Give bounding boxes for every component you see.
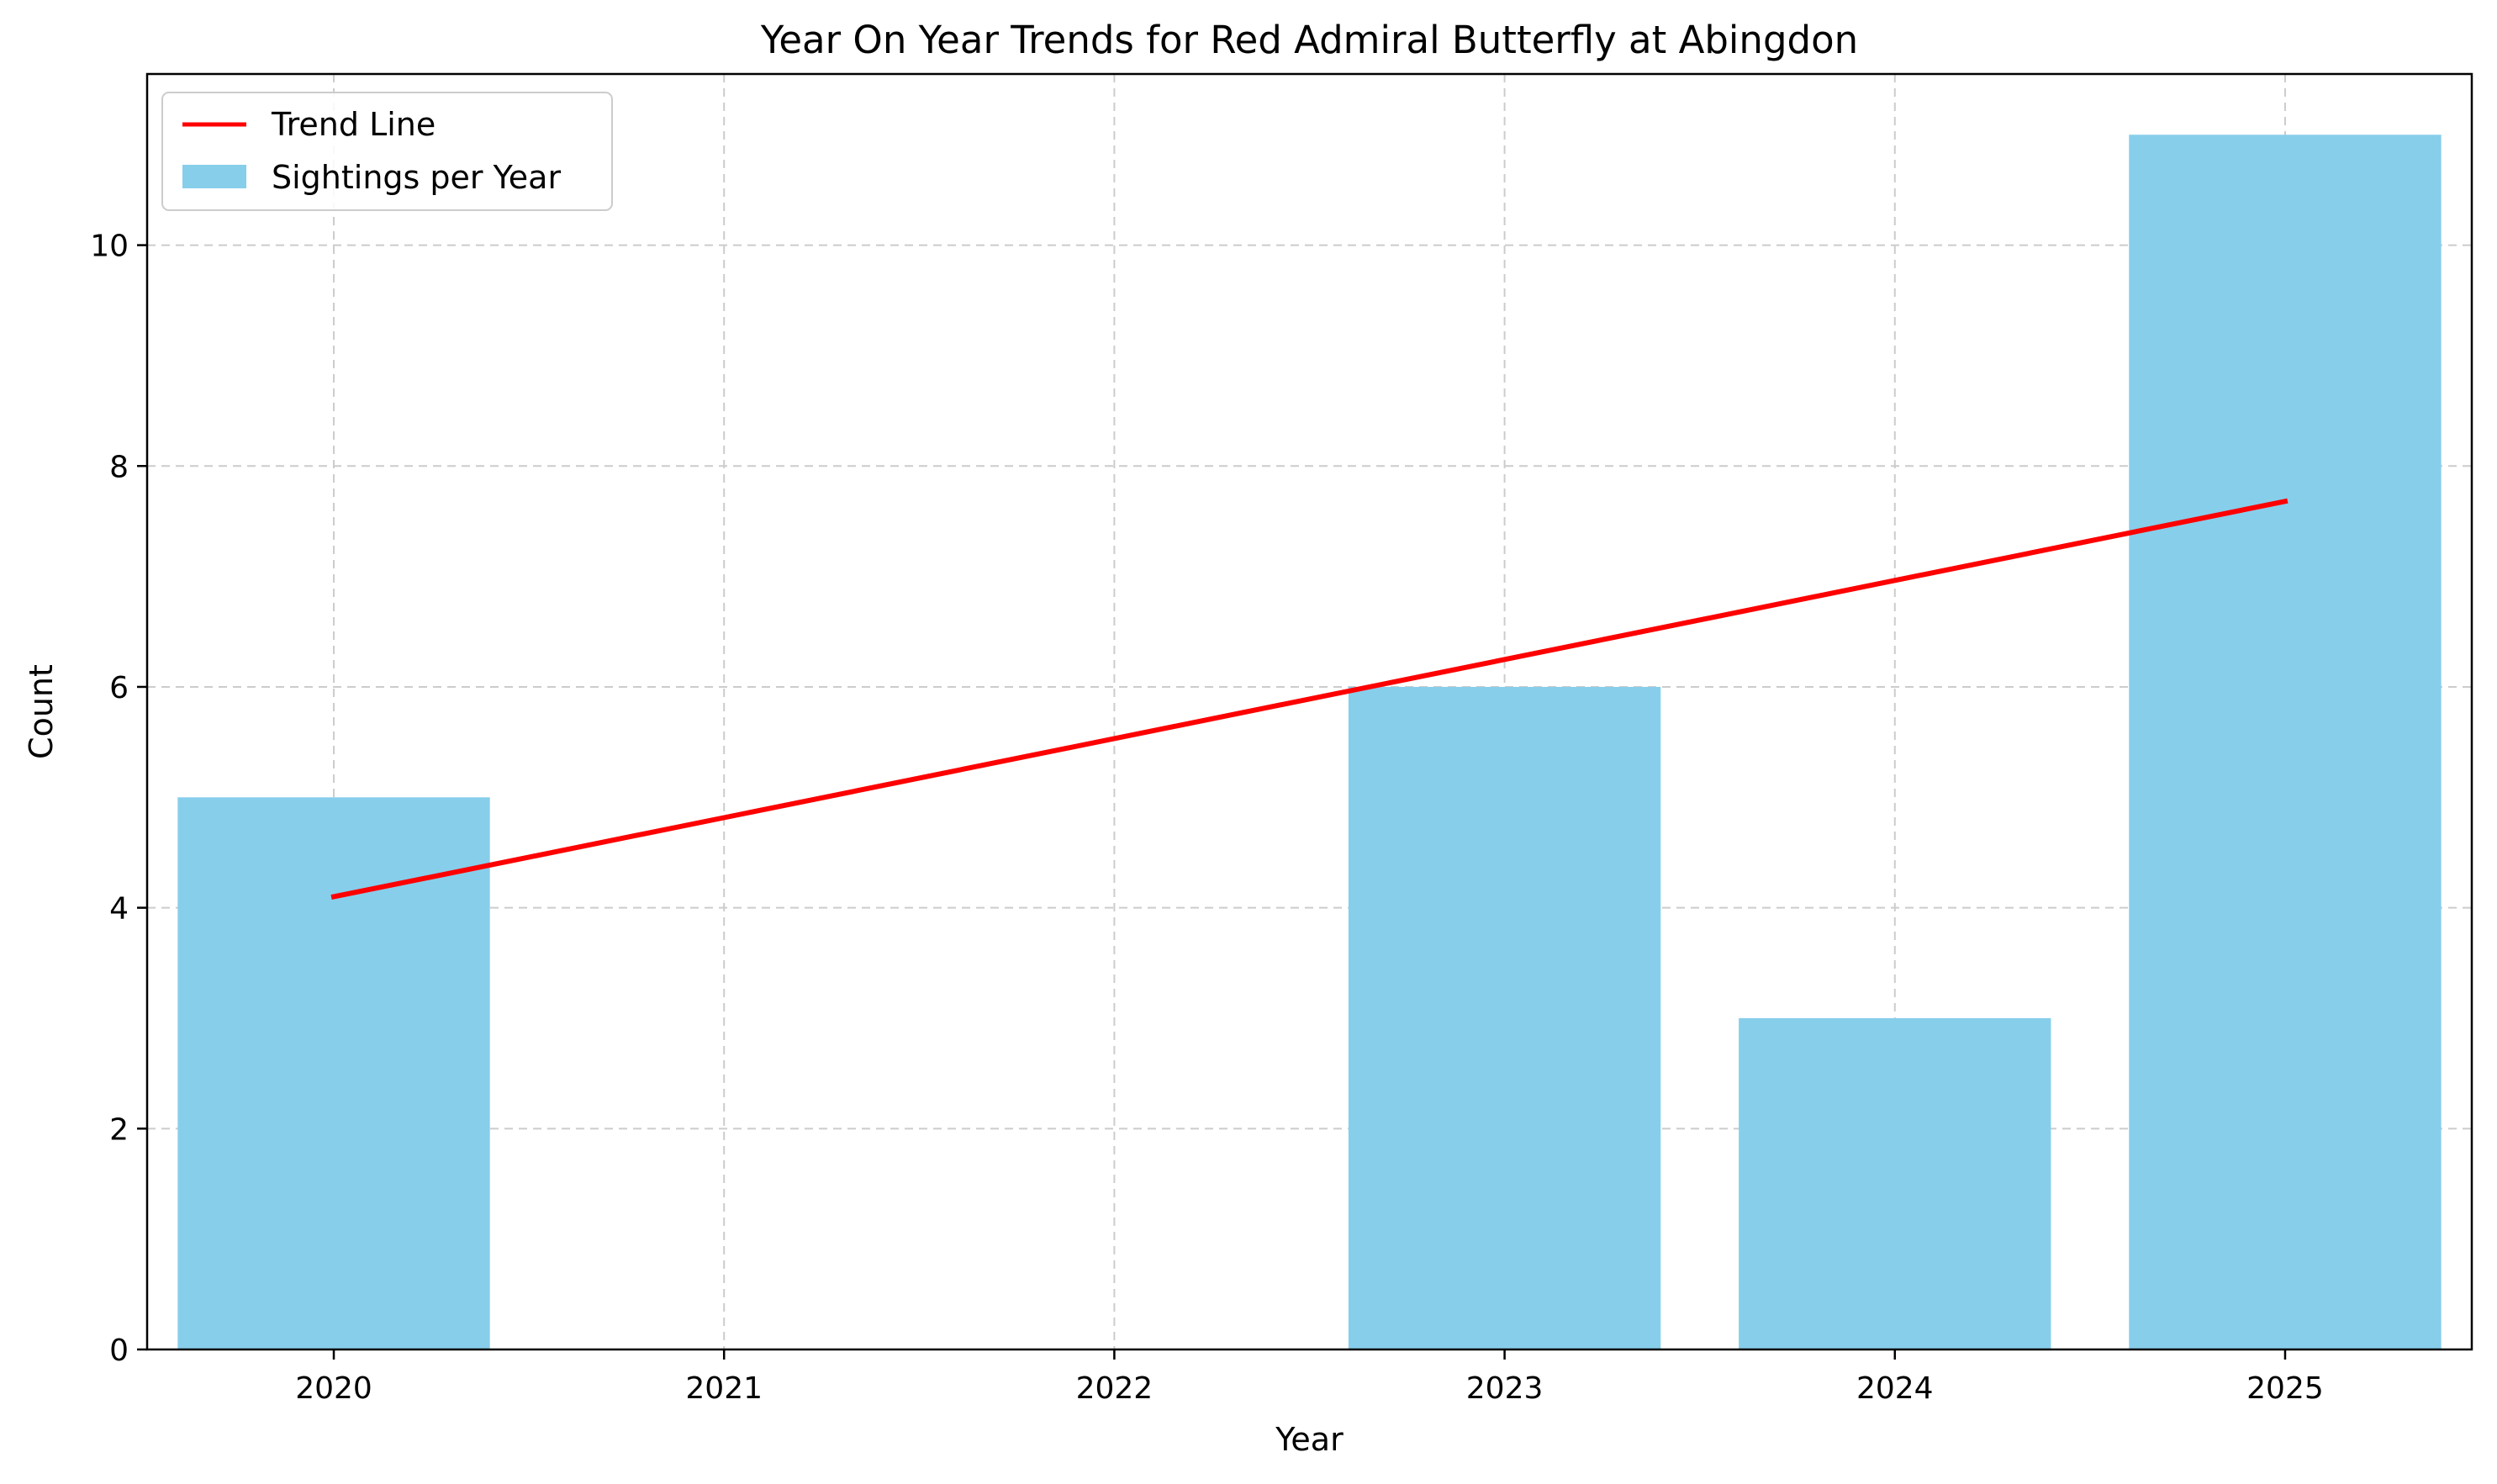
legend-label-sightings: Sightings per Year <box>272 159 561 196</box>
x-tick-label-2025: 2025 <box>2246 1371 2324 1406</box>
chart-title: Year On Year Trends for Red Admiral Butt… <box>760 18 1858 62</box>
legend-swatch-sightings <box>182 165 246 188</box>
x-axis-label: Year <box>1275 1421 1344 1458</box>
legend-box <box>161 92 613 211</box>
trend-line <box>330 498 2288 900</box>
bars-layer <box>177 135 2442 1350</box>
y-axis-label: Count <box>23 664 60 759</box>
bar-2020 <box>177 797 490 1349</box>
trend-line-layer <box>330 498 2288 900</box>
x-tick-label-2021: 2021 <box>685 1371 763 1406</box>
bar-2023 <box>1348 686 1661 1349</box>
y-tick-label-2: 2 <box>109 1112 129 1147</box>
legend-label-trend-line: Trend Line <box>271 106 436 143</box>
y-tick-label-0: 0 <box>109 1333 129 1368</box>
x-tick-label-2024: 2024 <box>1856 1371 1934 1406</box>
bar-2025 <box>2129 135 2442 1350</box>
x-tick-label-2020: 2020 <box>295 1371 372 1406</box>
x-tick-label-2023: 2023 <box>1466 1371 1544 1406</box>
x-tick-label-2022: 2022 <box>1076 1371 1153 1406</box>
y-tick-label-6: 6 <box>109 671 129 705</box>
plot-frame <box>145 72 2473 1351</box>
y-tick-label-4: 4 <box>109 892 129 927</box>
legend: Trend Line Sightings per Year <box>161 92 613 211</box>
bar-2024 <box>1739 1017 2051 1349</box>
y-tick-label-8: 8 <box>109 450 129 484</box>
y-tick-label-10: 10 <box>90 230 129 264</box>
ticks-layer: 2020 2021 2022 2023 2024 2025 0 2 4 6 8 10 <box>90 230 2324 1406</box>
